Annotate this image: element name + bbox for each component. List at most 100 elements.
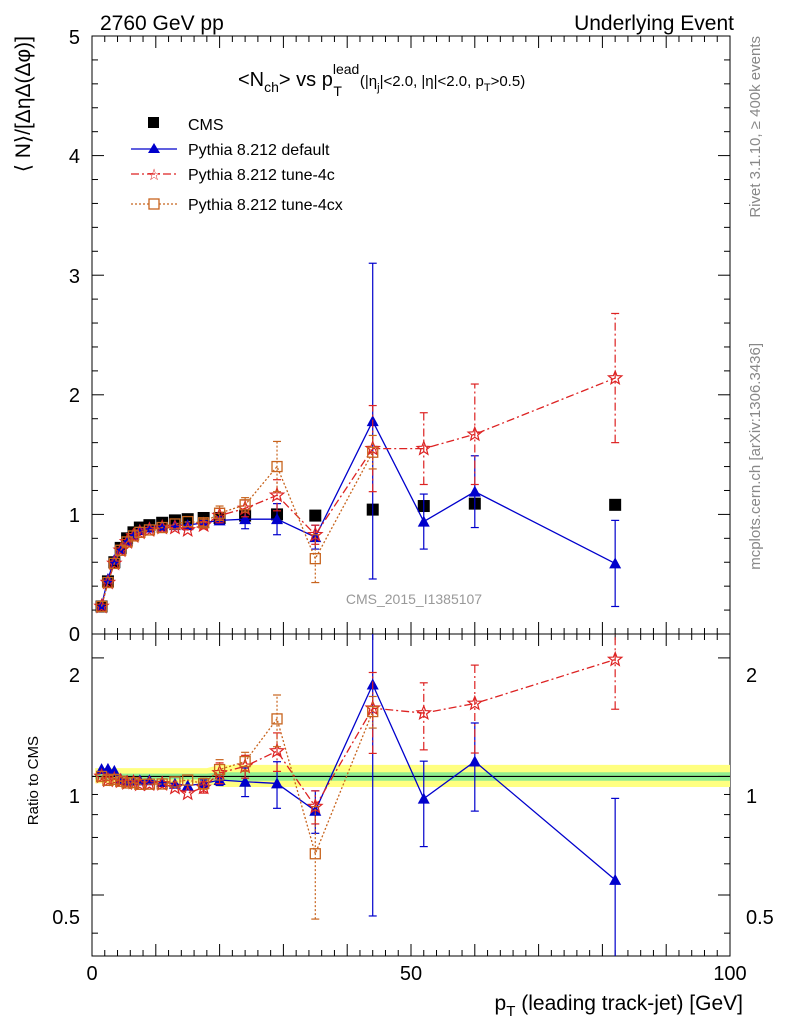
x-tick-label-100: 100 [713,963,746,985]
ratio-point-default [468,755,481,767]
data-point-tune-4c [466,425,484,442]
ratio-point-default [609,873,622,885]
series-line-default [100,419,616,606]
series-line-tune-4cx [100,451,374,607]
data-point-tune-4cx [169,518,181,530]
ratio-point-tune-4cx [115,775,127,787]
ratio-point-tune-4c [179,784,197,801]
data-point-default [417,515,430,527]
y-tick-label-5: 5 [69,27,80,49]
data-point-tune-4cx [143,524,156,536]
x-axis-title: pT (leading track-jet) [GeV] [495,992,743,1020]
data-point-default [609,557,622,569]
data-point-tune-4cx [127,530,140,542]
ratio-point-default [271,777,284,789]
ratio-point-tune-4cx [95,770,108,783]
ratio-data-layer [93,634,624,956]
x-tick-label-50: 50 [400,963,422,985]
legend-marker-default [148,143,160,153]
y-tick-label-2: 2 [69,385,80,407]
y-tick-label-4: 4 [69,146,80,168]
data-point-cms [609,498,622,511]
legend-label-4c: Pythia 8.212 tune-4c [188,167,335,184]
data-point-tune-4cx [239,499,251,511]
header-left: 2760 GeV pp [100,12,224,35]
main-data-layer [93,262,624,614]
data-point-tune-4cx [367,446,379,458]
ratio-point-tune-4cx [197,778,210,790]
data-point-tune-4cx [213,507,226,519]
ratio-plot-frame [91,633,731,957]
ratio-tick-label-left-0: 0.5 [52,907,80,929]
ratio-tick-label-left-2: 2 [69,665,80,687]
data-point-cms [309,509,322,522]
ratio-point-tune-4cx [127,776,140,789]
ratio-axis-title: Ratio to CMS [25,736,42,825]
ratio-point-default [417,792,430,804]
ratio-tick-label-left-1: 1 [69,786,80,808]
rivet-label: Rivet 3.1.10, ≥ 400k events [747,36,764,218]
data-point-tune-4cx [115,544,127,556]
ratio-point-tune-4c [268,742,286,759]
header-right: Underlying Event [574,12,734,35]
y-tick-label-3: 3 [69,266,80,288]
y-tick-label-1: 1 [69,505,80,527]
y-tick-label-0: 0 [69,624,80,646]
legend-label-default: Pythia 8.212 default [188,142,330,159]
ratio-point-tune-4cx [121,777,133,789]
ratio-point-default [239,775,252,787]
data-point-tune-4cx [197,517,210,529]
ratio-point-tune-4c [606,650,624,667]
x-tick-label-0: 0 [86,963,97,985]
analysis-watermark: CMS_2015_I1385107 [346,591,482,607]
legend-label-cms: CMS [188,117,224,134]
data-point-tune-4cx [102,576,114,589]
data-point-tune-4cx [182,515,194,528]
data-point-tune-4c [606,369,624,386]
ratio-tick-label-right-1: 1 [746,786,757,808]
ratio-point-tune-4cx [143,778,156,790]
ratio-point-tune-4c [415,704,432,721]
ratio-tick-label-right-2: 2 [746,665,757,687]
ratio-point-default [108,764,121,776]
ratio-uncertainty-band [92,764,730,788]
ratio-point-tune-4cx [309,848,321,860]
ratio-point-tune-4cx [271,713,283,725]
ratio-axis-ticks [91,634,731,956]
data-point-default [101,572,114,584]
mcplots-label: mcplots.cern.ch [arXiv:1306.3436] [747,343,764,570]
data-point-default [239,513,252,525]
data-point-default [108,553,121,565]
legend-marker-4cx [148,198,160,210]
ratio-point-tune-4cx [239,755,251,768]
ratio-tick-label-right-0: 0.5 [746,907,774,929]
legend-marker-4c: ☆ [147,167,161,184]
ratio-point-tune-4cx [169,776,181,788]
data-point-tune-4cx [309,553,321,565]
legend-marker-cms [148,117,159,128]
plot-title: <Nch> vs plead T(|ηj|<2.0, |η|<2.0, pT>0.… [238,61,525,99]
ratio-point-tune-4cx [213,763,226,776]
ratio-point-default [168,777,181,789]
data-point-tune-4cx [156,521,168,534]
data-point-tune-4c [415,439,433,456]
data-point-tune-4cx [121,536,133,548]
data-point-tune-4cx [271,460,283,473]
ratio-point-tune-4cx [102,774,114,787]
data-point-tune-4cx [108,557,120,570]
ratio-point-tune-4cx [182,774,194,786]
ratio-point-tune-4cx [156,778,168,790]
legend: CMS Pythia 8.212 default ☆ Pythia 8.212 … [131,117,343,214]
ratio-point-tune-4c [466,694,484,711]
series-line-tune-4c [100,377,616,607]
ratio-point-tune-4cx [108,773,120,785]
data-point-default [468,485,481,497]
legend-label-4cx: Pythia 8.212 tune-4cx [188,197,343,214]
data-point-tune-4c [268,486,286,503]
data-point-tune-4c [179,521,196,537]
ratio-point-tune-4cx [367,705,379,718]
y-axis-title: ⟨ N⟩/[ΔηΔ(Δφ)] [12,36,35,172]
data-point-tune-4cx [95,600,108,613]
main-axis-ticks [91,35,731,635]
